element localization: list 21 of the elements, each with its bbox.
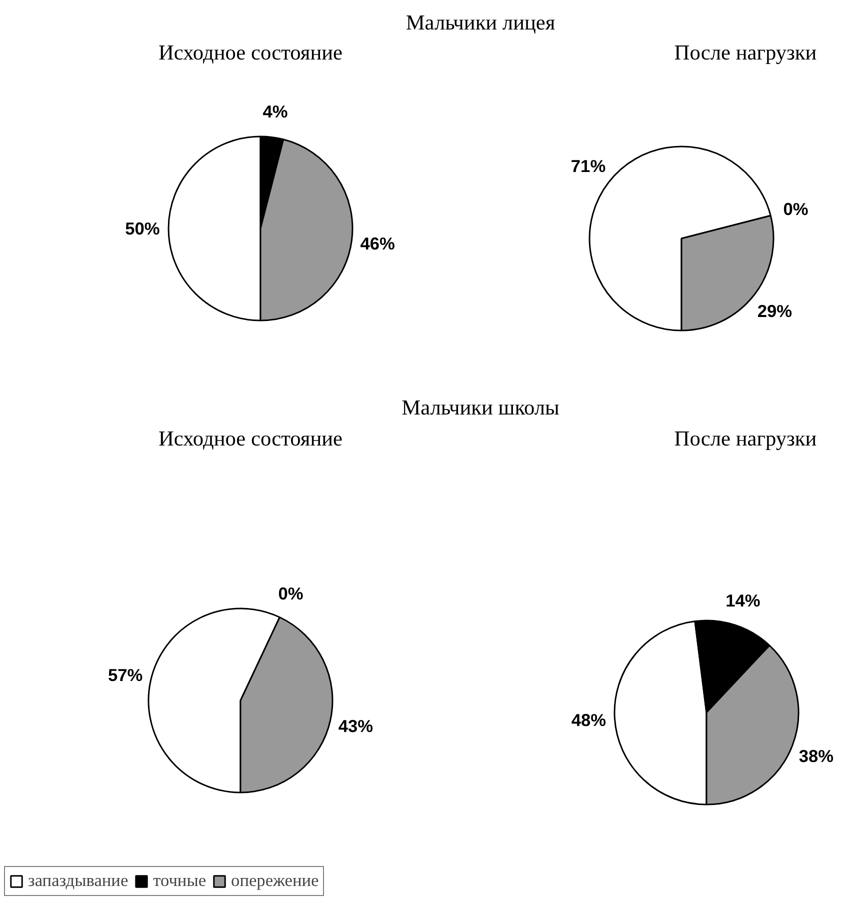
data-label: 43% — [338, 716, 374, 736]
data-label: 38% — [798, 746, 834, 766]
chart-subtitle: После нагрузки — [674, 426, 817, 450]
legend-label: запаздывание — [28, 871, 128, 891]
chart-subtitle: Исходное состояние — [158, 426, 343, 450]
text: 0% — [783, 199, 808, 220]
legend-label: опережение — [231, 871, 319, 891]
text: Мальчики школы — [402, 396, 560, 420]
data-label: 29% — [757, 300, 792, 321]
text: 0% — [278, 584, 304, 604]
chart-subtitle: Исходное состояние — [158, 40, 343, 64]
data-label: 50% — [125, 218, 160, 238]
chart-subtitle: После нагрузки — [674, 40, 817, 64]
legend-label: точные — [153, 871, 206, 891]
data-label: 71% — [570, 156, 606, 176]
data-label: 57% — [108, 664, 143, 685]
data-label: 46% — [360, 233, 395, 254]
data-label: 14% — [726, 590, 760, 610]
data-label: 4% — [262, 101, 288, 122]
data-label: 48% — [571, 710, 606, 730]
text: Мальчики лицея — [406, 10, 556, 34]
